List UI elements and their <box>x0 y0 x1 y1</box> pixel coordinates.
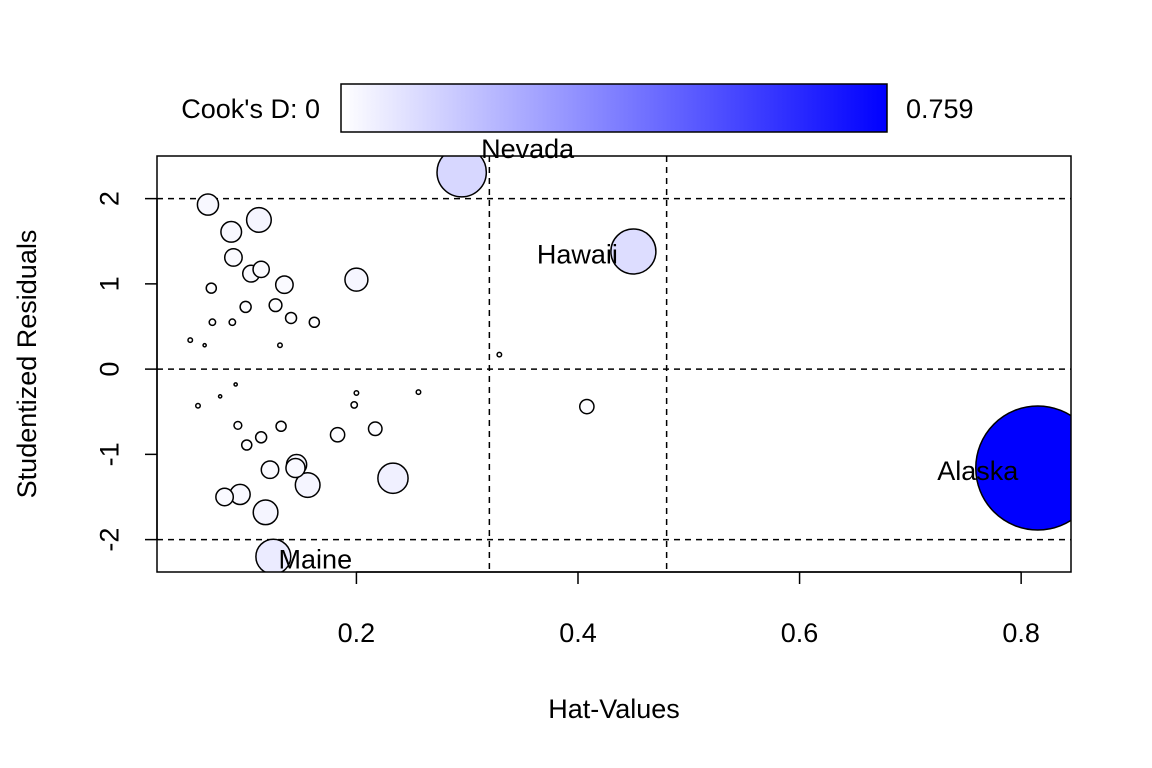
x-axis: 0.2 0.4 0.6 0.8 <box>338 571 1040 648</box>
cooks-d-legend: Cook's D: 0 0.759 <box>181 83 974 133</box>
data-point <box>285 457 306 479</box>
data-point <box>377 462 409 495</box>
data-point <box>194 402 201 409</box>
x-axis-title: Hat-Values <box>548 694 680 724</box>
data-point <box>233 382 239 387</box>
data-point <box>252 499 279 526</box>
y-tick-label: 0 <box>94 362 124 377</box>
data-point <box>308 316 321 329</box>
data-point <box>268 298 283 313</box>
legend-min-label: Cook's D: 0 <box>181 94 320 124</box>
reference-lines <box>157 156 1071 572</box>
y-axis: -2 -1 0 1 2 <box>94 191 158 552</box>
data-point <box>329 426 346 443</box>
data-point <box>284 311 298 325</box>
x-tick-label: 0.6 <box>781 618 819 648</box>
point-labels: Maine Nevada Hawaii Alaska <box>279 134 1020 574</box>
y-tick-label: 2 <box>94 191 124 206</box>
label-maine: Maine <box>279 545 353 575</box>
data-point <box>202 342 207 348</box>
data-point <box>353 389 360 396</box>
point-nevada <box>436 156 488 198</box>
x-tick-label: 0.4 <box>559 618 597 648</box>
data-point <box>274 275 294 295</box>
data-point <box>233 420 243 431</box>
data-point <box>344 267 369 292</box>
y-tick-label: -2 <box>94 528 124 552</box>
data-point <box>228 318 237 327</box>
plot-frame <box>156 155 1072 573</box>
data-point <box>294 471 321 499</box>
label-hawaii: Hawaii <box>537 239 618 269</box>
point-hawaii <box>610 228 657 275</box>
data-point <box>245 206 273 234</box>
y-axis-title: Studentized Residuals <box>12 230 42 499</box>
x-tick-label: 0.2 <box>338 618 376 648</box>
data-point <box>260 460 280 480</box>
data-point <box>217 394 223 399</box>
legend-max-label: 0.759 <box>906 94 974 124</box>
data-point <box>187 337 194 344</box>
data-point <box>240 439 253 451</box>
data-point <box>205 282 218 294</box>
data-point <box>275 420 287 433</box>
data-point <box>208 318 217 327</box>
label-alaska: Alaska <box>937 456 1019 486</box>
data-point <box>415 389 422 396</box>
data-points <box>187 156 1071 572</box>
point-maine <box>255 538 292 572</box>
x-tick-label: 0.8 <box>1002 618 1040 648</box>
data-point <box>367 421 383 437</box>
data-point <box>578 398 595 415</box>
label-nevada: Nevada <box>481 134 575 164</box>
data-point <box>496 351 503 358</box>
legend-color-bar <box>340 83 888 133</box>
data-point <box>215 487 235 507</box>
data-point <box>223 247 243 267</box>
y-tick-label: 1 <box>94 276 124 291</box>
point-alaska <box>975 405 1071 531</box>
data-point <box>252 260 271 279</box>
data-point <box>220 220 243 243</box>
data-point <box>276 342 283 349</box>
y-tick-label: -1 <box>94 442 124 466</box>
data-point <box>196 193 220 216</box>
data-point <box>350 400 359 409</box>
data-point <box>239 300 252 314</box>
data-point <box>254 431 268 444</box>
